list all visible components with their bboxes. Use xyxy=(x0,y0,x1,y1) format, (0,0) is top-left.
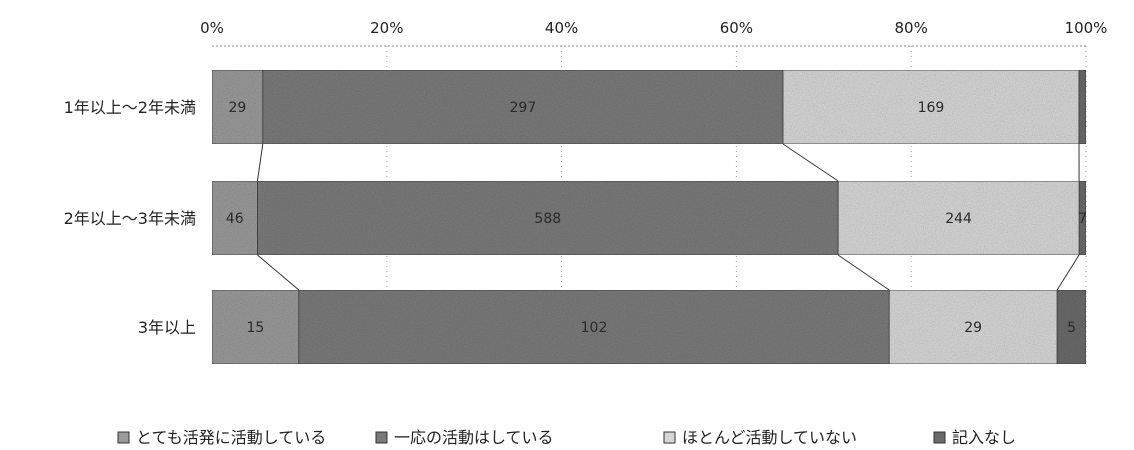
x-tick-label: 0% xyxy=(200,19,224,37)
data-label: 102 xyxy=(581,320,608,336)
x-tick-label: 60% xyxy=(720,19,753,37)
bar-segment xyxy=(1078,69,1087,145)
data-label: 297 xyxy=(510,100,537,116)
data-label: 588 xyxy=(534,211,561,227)
legend-swatch xyxy=(933,431,946,444)
bar-segment xyxy=(257,180,839,256)
data-label: 29 xyxy=(228,100,246,116)
data-label: 169 xyxy=(918,100,945,116)
x-tick-label: 20% xyxy=(370,19,403,37)
series-connector-line xyxy=(256,143,264,182)
series-connector-line xyxy=(1056,254,1080,291)
legend-swatch xyxy=(117,431,130,444)
bar-segment xyxy=(888,289,1058,365)
bar-segment xyxy=(837,180,1080,256)
legend-label: ほとんど活動していない xyxy=(682,428,857,447)
category-label: 3年以上 xyxy=(138,318,196,337)
category-label: 1年以上～2年未満 xyxy=(64,98,196,117)
bar-segment xyxy=(211,180,258,256)
bar-segment xyxy=(1078,180,1087,256)
legend-label: とても活発に活動している xyxy=(136,428,326,447)
bar-segment xyxy=(1056,289,1087,365)
series-connector-line xyxy=(257,254,300,291)
bar-segment xyxy=(782,69,1080,145)
data-label: 244 xyxy=(945,211,972,227)
x-tick-label: 80% xyxy=(895,19,928,37)
x-tick-label: 40% xyxy=(545,19,578,37)
legend-swatch xyxy=(663,431,676,444)
data-label: 5 xyxy=(1067,320,1076,336)
legend-label: 記入なし xyxy=(952,428,1016,447)
bar-segment xyxy=(262,69,784,145)
bar-segment xyxy=(298,289,890,365)
data-label: 46 xyxy=(226,211,244,227)
series-connector-line xyxy=(837,254,890,291)
x-tick-label: 100% xyxy=(1065,19,1108,37)
legend-swatch xyxy=(375,431,388,444)
series-connector-line xyxy=(782,143,839,182)
data-label: 15 xyxy=(246,320,264,336)
legend-label: 一応の活動はしている xyxy=(394,428,554,447)
data-label: 29 xyxy=(964,320,982,336)
bar-segment xyxy=(211,69,264,145)
bar-segment xyxy=(211,289,300,365)
data-label: 7 xyxy=(1078,211,1087,227)
category-label: 2年以上～3年未満 xyxy=(64,209,196,228)
